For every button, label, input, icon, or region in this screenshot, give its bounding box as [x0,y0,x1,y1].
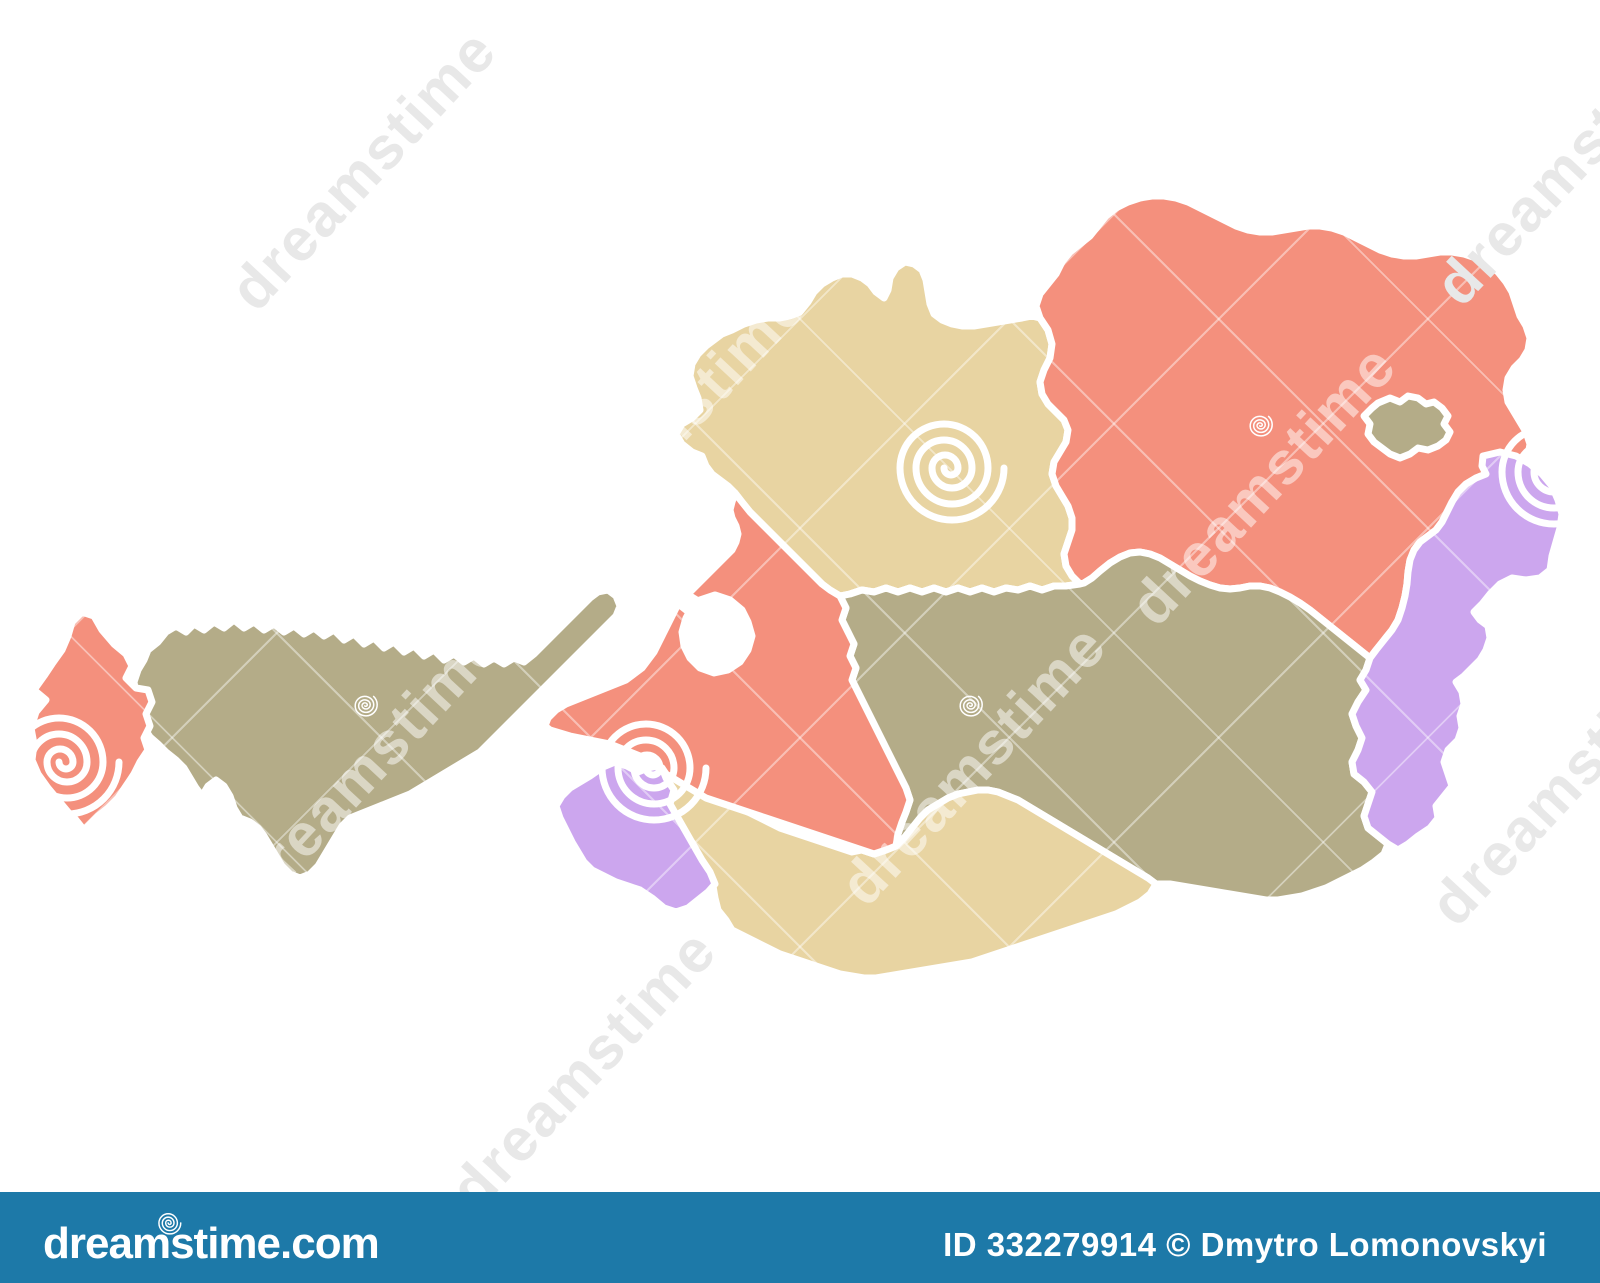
region-vienna [1360,392,1454,462]
logo-spiral-icon [157,1212,182,1236]
region-vorarlberg [27,608,156,834]
region-burgenland [1348,448,1566,854]
austria-map [0,0,1600,1192]
spiral-icon [1200,131,1304,227]
spiral-icon [742,1021,846,1117]
spiral-icon [1502,428,1600,524]
spiral-icon [287,1026,391,1122]
region-tyrol [130,586,624,882]
image-credit: ID 332279914 © Dmytro Lomonovskyi [943,1226,1547,1263]
map-artboard: dreamstime dreamstime dreamstime dreamst… [0,0,1600,1223]
dreamstime-logo: dreamstime.com [43,1219,380,1268]
region-carinthia [658,764,1160,982]
berchtesgaden-inlet-blob [678,591,756,677]
spiral-icon [2,126,106,222]
footer-bar: dreamstime.com ID 332279914 © Dmytro Lom… [0,1192,1600,1283]
